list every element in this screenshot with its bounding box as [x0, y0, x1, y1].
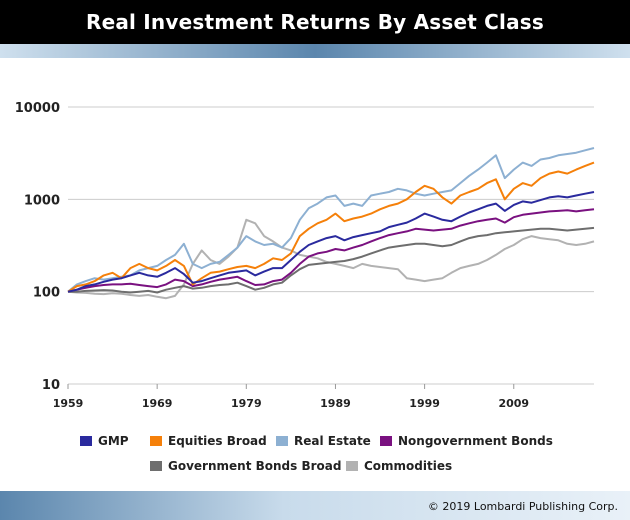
legend-label-government-bonds-broad: Government Bonds Broad: [168, 459, 341, 473]
x-tick-label-1999: 1999: [409, 397, 440, 410]
series-line-gmp: [67, 191, 595, 293]
legend-swatch-equities-broad: [150, 436, 162, 446]
title-bar: Real Investment Returns By Asset Class: [0, 0, 630, 44]
legend-swatch-commodities: [346, 461, 358, 471]
legend-swatch-gmp: [80, 436, 92, 446]
x-tick-label-1979: 1979: [231, 397, 262, 410]
legend-label-gmp: GMP: [98, 434, 129, 448]
series-line-equities-broad: [67, 161, 595, 293]
legend-label-equities-broad: Equities Broad: [168, 434, 267, 448]
line-chart: 10 100 1000 10000 1959 1969 1979 1989 1999 2009 GM…: [15, 101, 595, 473]
decorative-bottom-band: [0, 491, 630, 520]
legend-swatch-real-estate: [276, 436, 288, 446]
y-tick-label-1000: 1000: [24, 193, 60, 208]
copyright-text: © 2019 Lombardi Publishing Corp.: [427, 500, 618, 513]
series-line-real-estate: [67, 147, 595, 293]
legend-label-real-estate: Real Estate: [294, 434, 371, 448]
x-tick-label-1959: 1959: [53, 397, 84, 410]
y-tick-label-10: 10: [42, 378, 60, 393]
x-tick-label-1989: 1989: [320, 397, 351, 410]
legend-label-commodities: Commodities: [364, 459, 452, 473]
legend-label-nongovernment-bonds: Nongovernment Bonds: [398, 434, 553, 448]
y-tick-label-100: 100: [33, 286, 60, 301]
page-title: Real Investment Returns By Asset Class: [86, 10, 544, 34]
x-tick-label-1969: 1969: [142, 397, 173, 410]
legend-swatch-nongovernment-bonds: [380, 436, 392, 446]
series-line-government-bonds-broad: [68, 226, 595, 294]
decorative-top-band: [0, 44, 630, 58]
series-line-nongovernment-bonds: [67, 208, 595, 293]
legend-swatch-government-bonds-broad: [150, 461, 162, 471]
y-tick-label-10000: 10000: [15, 101, 60, 116]
x-tick-label-2009: 2009: [498, 397, 529, 410]
